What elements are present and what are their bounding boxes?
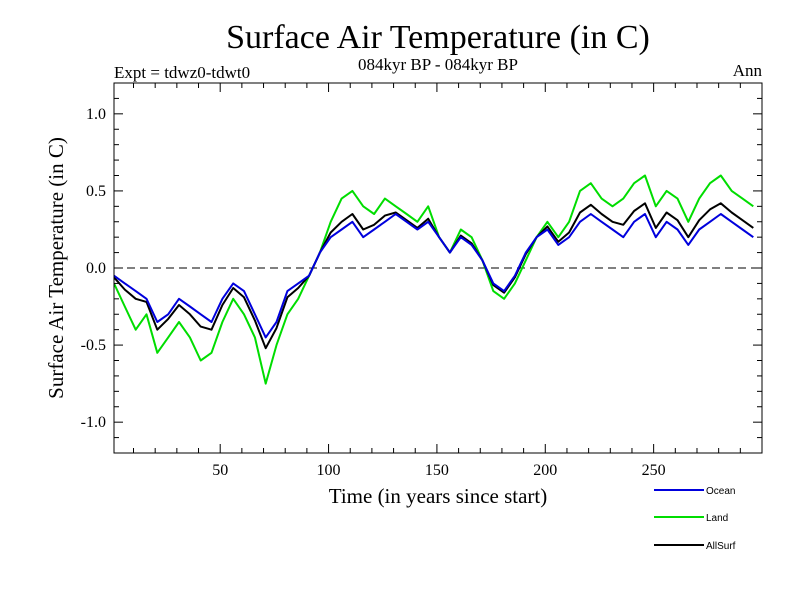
y-tick-label: -1.0 [81, 414, 106, 431]
legend-label-ocean: Ocean [706, 486, 735, 497]
x-tick-labels: 50 100 150 200 250 [212, 462, 665, 479]
series-line-land [114, 174, 754, 385]
chart-subtitle-left: Expt = tdwz0-tdwt0 [114, 63, 250, 82]
y-tick-label: 0.5 [86, 183, 106, 200]
y-axis-label: Surface Air Temperature (in C) [44, 137, 68, 399]
series-layer [114, 174, 754, 385]
y-tick-label: 1.0 [86, 106, 106, 123]
legend-label-allsurf: AllSurf [706, 541, 736, 552]
x-tick-label: 150 [425, 462, 449, 479]
x-tick-label: 250 [642, 462, 666, 479]
series-line-allsurf [114, 202, 754, 350]
x-tick-label: 100 [317, 462, 341, 479]
chart-subtitle-right: Ann [733, 61, 763, 80]
plot-frame [113, 82, 763, 454]
x-tick-label: 50 [212, 462, 228, 479]
chart-title: Surface Air Temperature (in C) [226, 19, 650, 56]
series-line-ocean [114, 213, 754, 339]
y-tick-labels: -1.0 -0.5 0.0 0.5 1.0 [81, 106, 106, 431]
legend-label-land: Land [706, 513, 728, 524]
legend: Ocean Land AllSurf [654, 486, 736, 552]
y-tick-label: -0.5 [81, 337, 106, 354]
x-axis-label: Time (in years since start) [329, 484, 548, 508]
chart-subtitle-center: 084kyr BP - 084kyr BP [358, 55, 518, 74]
y-tick-label: 0.0 [86, 260, 106, 277]
x-tick-label: 200 [533, 462, 557, 479]
